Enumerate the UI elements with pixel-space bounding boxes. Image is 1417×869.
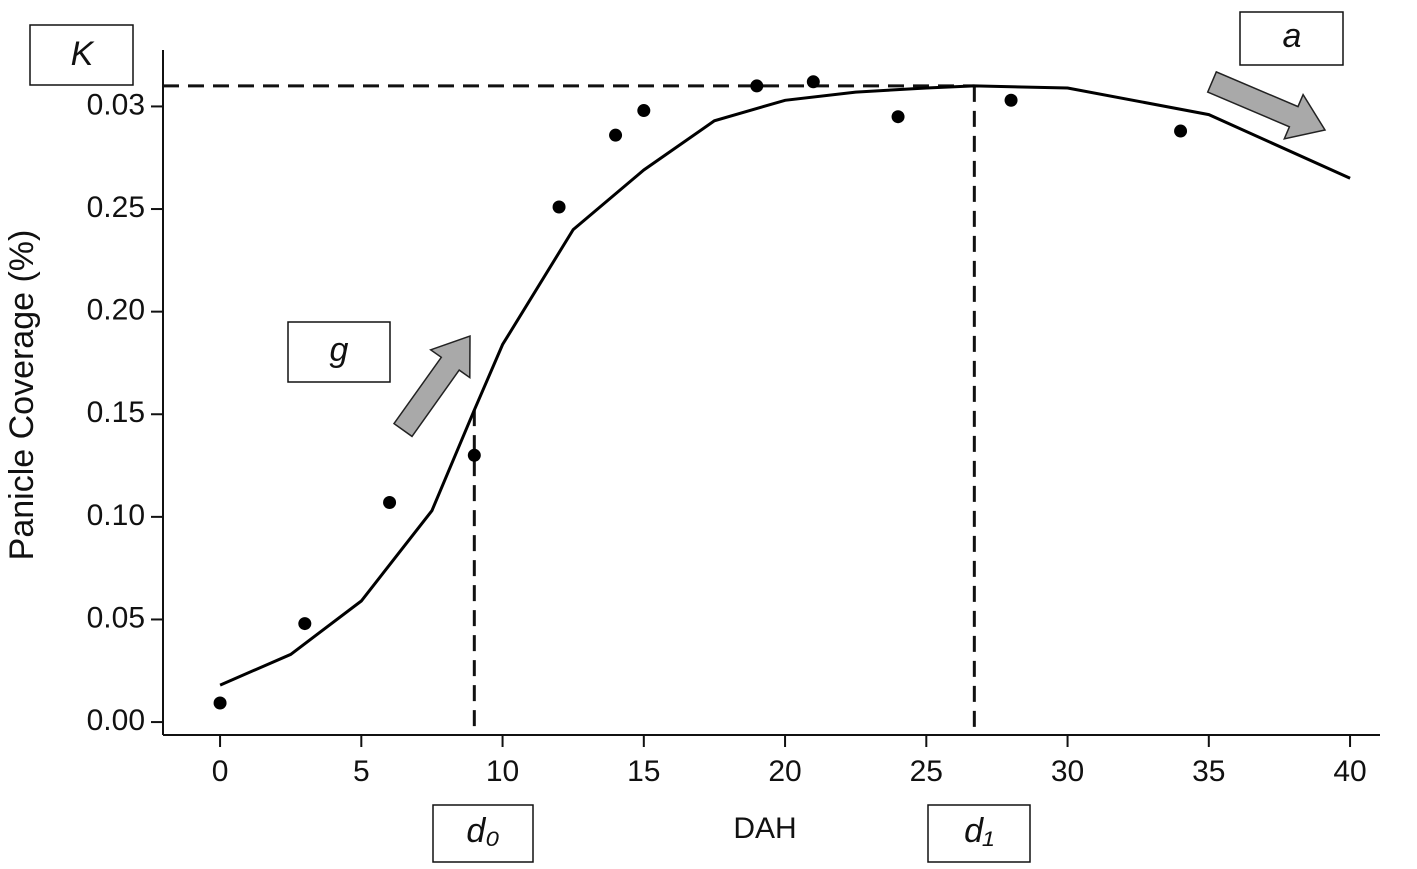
x-tick-label: 30 [1051, 755, 1084, 788]
x-axis-label: DAH [733, 812, 796, 845]
annotation-d0: d₀ [432, 804, 534, 863]
arrow [1206, 70, 1327, 140]
annotation-g: g [287, 321, 391, 383]
annotation-box [29, 24, 134, 86]
annotation-box [432, 804, 534, 863]
annotation-text: a [1283, 17, 1302, 55]
x-tick-label: 25 [910, 755, 943, 788]
annotation-box [287, 321, 391, 383]
x-tick-label: 10 [486, 755, 519, 788]
annotation-text: d₀ [466, 812, 499, 850]
y-tick-label: 0.03 [87, 88, 145, 121]
y-tick-label: 0.15 [87, 396, 145, 429]
data-point [806, 75, 820, 89]
x-tick-label: 40 [1333, 755, 1366, 788]
data-point [1004, 93, 1018, 107]
x-tick-label: 0 [212, 755, 229, 788]
x-tick-label: 35 [1192, 755, 1225, 788]
x-tick-label: 5 [353, 755, 370, 788]
annotation-text: d₁ [964, 812, 994, 850]
arrow [392, 334, 471, 438]
annotation-a: a [1239, 11, 1344, 66]
annotation-k: K [29, 24, 134, 86]
annotation-d1: d₁ [927, 804, 1031, 863]
data-point [609, 128, 623, 142]
data-point [750, 79, 764, 93]
data-point [891, 110, 905, 124]
x-tick-label: 15 [627, 755, 660, 788]
data-point [1174, 124, 1188, 138]
y-tick-label: 0.05 [87, 601, 145, 634]
data-point [383, 495, 397, 509]
annotation-box [1239, 11, 1344, 66]
data-point [552, 200, 566, 214]
y-tick-label: 0.00 [87, 704, 145, 737]
y-tick-label: 0.20 [87, 294, 145, 327]
fit-line [219, 84, 1351, 687]
annotation-text: g [330, 331, 349, 369]
y-tick-label: 0.10 [87, 499, 145, 532]
data-point [637, 104, 651, 118]
y-axis-label: Panicle Coverage (%) [3, 230, 41, 561]
annotation-text: K [71, 35, 95, 73]
x-tick-label: 20 [768, 755, 801, 788]
y-tick-label: 0.25 [87, 191, 145, 224]
data-point [298, 617, 312, 631]
data-point [213, 696, 227, 710]
data-point [467, 448, 481, 462]
annotation-box [927, 804, 1031, 863]
